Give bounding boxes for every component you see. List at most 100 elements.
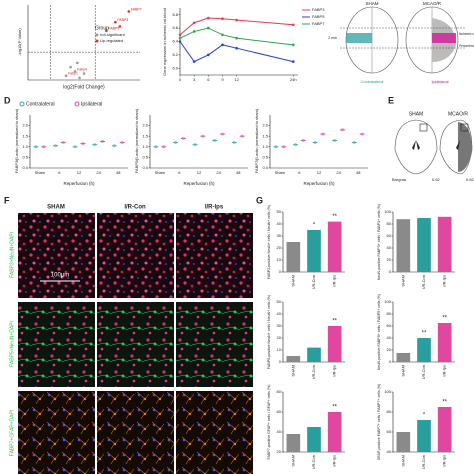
y-tick-label: 40 [277,221,282,226]
y-tick-label: 30 [277,323,282,328]
point [192,30,196,33]
bar [437,407,452,452]
y-tick-label: 0.0 [262,165,268,170]
point [291,23,295,27]
bar [417,338,431,362]
bar [437,216,452,272]
line [179,17,294,36]
point [201,134,205,138]
x-tick-label: 3 [193,77,196,82]
label: Ipsilateral [431,79,448,84]
x-tick-label: SHAM [290,455,295,467]
y-tick-label: 2.0 [262,123,268,128]
scale-label: 100μm [51,273,69,279]
x-tick-label: 6 [298,170,301,175]
y-tick-label: 30 [277,233,282,238]
y-tick-label: 1.0 [142,144,148,149]
point [64,74,68,78]
x-tick-label: I/R-lps [332,455,337,467]
point [181,136,185,140]
column-header: I/R-Con [124,205,146,211]
point [120,141,124,145]
x-tick-label: 12 [234,77,239,82]
legend-swatch [95,39,99,43]
label: Ischemic core [459,32,474,36]
y-tick-label: 0 [389,269,392,274]
point-label: Fabp4 [77,67,87,71]
point [178,36,182,40]
column-header: SHAM [47,205,65,211]
line [179,41,294,63]
y-tick-label: 1.5 [22,133,28,138]
x-tick-label: Sham [275,170,286,175]
point [114,20,117,24]
label: 0.62 [432,177,441,182]
y-tick-label: 1.0 [22,144,28,149]
bar [286,242,301,272]
point [81,142,85,146]
x-tick-label: SHAM [290,365,295,377]
point [235,36,238,40]
point [192,21,196,25]
point [207,53,210,57]
legend-title: Group [95,25,109,31]
significance: ** [442,316,447,322]
axis [179,8,298,76]
point [313,141,317,145]
point [294,143,297,147]
legend-swatch [74,101,80,107]
y-axis-label: NeuN-positive FABP5+ cells / FABP5+ cell… [377,294,381,370]
bar [327,221,342,272]
y-tick-label: 40 [277,311,282,316]
point [207,16,210,20]
y-tick-label: 1.0 [262,144,268,149]
y-tick-label: 1.5 [142,133,148,138]
significance: * [423,413,426,419]
x-axis-label: log2(Fold Change) [63,84,105,90]
y-tick-label: 50 [277,209,282,214]
label: Bregma [392,177,407,182]
significance: ** [332,214,337,220]
y-tick-label: 2.0 [22,123,28,128]
bar [396,353,411,362]
point [240,134,244,138]
x-tick-label: 24 [336,170,341,175]
panel-label: G [256,195,263,205]
x-tick-label: SHAM [400,455,405,467]
y-tick-label: 80 [387,221,392,226]
x-tick-label: 12 [197,170,202,175]
point [178,33,182,37]
row-label: FABP5+NeuN+DAPI [9,321,15,367]
y-tick-label: 6.2 [172,52,178,57]
point-label: FABP5 [108,27,119,31]
point [154,145,158,149]
bar [396,432,411,452]
point [174,141,177,145]
point [73,145,77,149]
y-tick-label: 0.5 [262,154,268,159]
y-tick-label: 20 [277,449,282,454]
y-tick-label: 6.4 [172,39,178,44]
bar [396,219,411,272]
x-tick-label: 9 [221,77,224,82]
y-tick-label: 1.5 [262,133,268,138]
y-tick-label: 0 [279,359,282,364]
y-tick-label: 60 [387,323,392,328]
y-tick-label: 40 [387,449,392,454]
row-label: FABP3+NeuN+DAPI [9,232,15,278]
point [341,128,344,132]
y-tick-label: 0.0 [22,165,28,170]
x-axis-label: Reperfusion (h) [63,181,95,186]
label: 0.62 [466,177,474,182]
point [69,65,72,69]
y-tick-label: 10 [277,257,282,262]
point [301,138,305,142]
y-tick-label: 80 [387,409,392,414]
y-tick-label: 0 [389,359,392,364]
panel-label: F [4,195,10,205]
legend-label: FABP5 [312,14,325,19]
y-tick-label: 2.0 [142,123,148,128]
point [78,76,81,80]
y-tick-label: 0.5 [22,154,28,159]
x-tick-label: SHAM [400,365,405,377]
